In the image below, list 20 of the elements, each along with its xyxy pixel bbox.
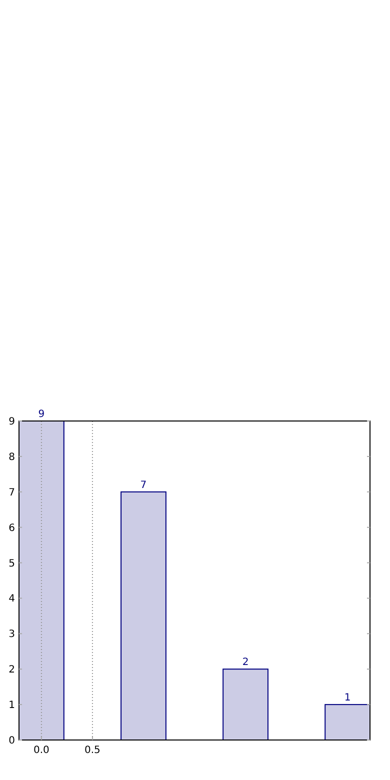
- y-tick-label: 9: [8, 416, 15, 428]
- y-tick-label: 5: [8, 558, 15, 570]
- x-tick-label: 0.5: [84, 745, 100, 756]
- y-tick-label: 3: [8, 629, 15, 640]
- data-label: 9: [38, 409, 45, 420]
- y-tick-label: 2: [8, 664, 15, 676]
- y-tick-label: 8: [8, 452, 15, 463]
- y-tick-label: 4: [8, 594, 15, 605]
- x-tick-label: 0.0: [33, 745, 50, 756]
- bar: [222, 668, 268, 740]
- data-label: 7: [140, 480, 147, 491]
- y-tick-label: 6: [8, 522, 15, 534]
- bar: [324, 704, 370, 740]
- y-tick-label: 0: [8, 736, 15, 746]
- data-label: 2: [242, 657, 249, 668]
- bar: [120, 491, 166, 740]
- y-tick-label: 7: [8, 487, 15, 498]
- bar: [18, 420, 64, 740]
- y-tick-label: 1: [8, 700, 15, 712]
- data-label: 1: [344, 692, 351, 704]
